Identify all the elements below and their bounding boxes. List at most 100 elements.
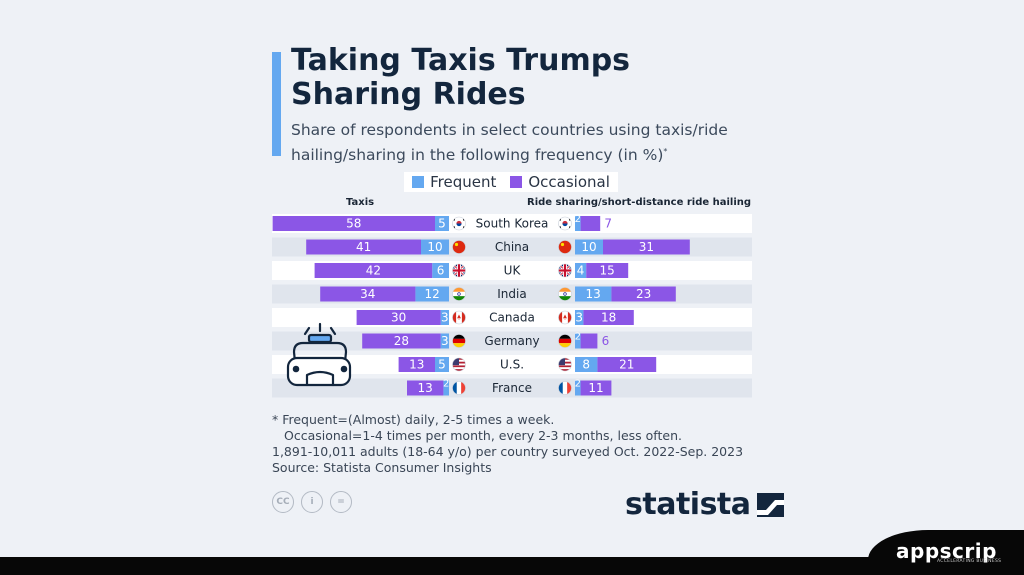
fr-flag-icon-right <box>558 381 572 395</box>
taxi-occasional-label-france: 13 <box>418 381 433 395</box>
ride-occasional-bar-china <box>603 239 690 255</box>
ride-occasional-label-south-korea: 7 <box>604 217 612 231</box>
taxi-frequent-label-india: 12 <box>425 287 440 301</box>
ride-frequent-label-india: 13 <box>586 287 601 301</box>
statista-logo-icon <box>756 492 784 517</box>
taxi-frequent-label-uk: 6 <box>437 264 445 278</box>
no-derivatives-icon[interactable]: = <box>330 491 352 513</box>
taxi-occasional-label-germany: 28 <box>394 334 409 348</box>
ride-occasional-label-u-s: 21 <box>619 358 634 372</box>
cn-flag-icon-left <box>452 240 466 254</box>
taxi-frequent-label-canada: 3 <box>441 311 449 325</box>
license-icons: CC i = <box>272 491 352 513</box>
ride-frequent-bar-germany <box>575 333 581 349</box>
footer-band <box>0 557 1024 575</box>
ride-occasional-bar-germany <box>580 333 598 349</box>
taxi-frequent-bar-u-s <box>435 357 449 372</box>
taxi-occasional-bar-canada <box>356 310 441 325</box>
subtitle-text: Share of respondents in select countries… <box>291 121 728 165</box>
us-flag-icon-right <box>558 357 572 372</box>
taxi-frequent-label-france: 2 <box>443 379 449 390</box>
ride-frequent-label-uk: 4 <box>577 264 585 278</box>
ride-occasional-bar-france <box>580 380 612 396</box>
note-occasional-definition: Occasional=1-4 times per month, every 2-… <box>284 428 682 443</box>
us-flag-icon-left <box>452 357 466 372</box>
creative-commons-icon[interactable]: CC <box>272 491 294 513</box>
taxi-frequent-bar-china <box>421 239 449 255</box>
legend-item-occasional: Occasional <box>510 173 610 191</box>
ride-frequent-bar-uk <box>575 263 587 278</box>
statista-logo[interactable]: statista <box>625 487 784 522</box>
taxi-frequent-label-china: 10 <box>427 240 442 254</box>
ride-occasional-bar-india <box>611 286 676 302</box>
legend-swatch-frequent <box>412 176 425 188</box>
category-label-china: China <box>495 240 529 254</box>
taxi-occasional-label-canada: 30 <box>391 311 406 325</box>
title-accent-bar <box>272 52 281 156</box>
cn-flag-icon-right <box>558 240 572 254</box>
taxi-frequent-label-germany: 3 <box>441 334 449 348</box>
ride-frequent-bar-canada <box>575 310 584 325</box>
taxi-occasional-bar-china <box>306 239 421 255</box>
taxi-frequent-bar-south-korea <box>435 216 449 231</box>
ride-frequent-label-canada: 3 <box>575 311 583 325</box>
taxi-frequent-bar-uk <box>432 263 449 278</box>
in-flag-icon-left <box>452 287 466 301</box>
taxi-occasional-bar-germany <box>362 333 441 349</box>
chart-notes: * Frequent=(Almost) daily, 2-5 times a w… <box>272 412 743 476</box>
attribution-icon[interactable]: i <box>301 491 323 513</box>
ride-frequent-label-south-korea: 2 <box>575 214 581 225</box>
legend-label-frequent: Frequent <box>430 173 497 191</box>
category-label-south-korea: South Korea <box>476 217 549 231</box>
taxi-occasional-bar-uk <box>314 263 433 278</box>
ride-frequent-bar-india <box>575 286 612 302</box>
ride-frequent-label-u-s: 8 <box>582 358 590 372</box>
note-source: Source: Statista Consumer Insights <box>272 460 492 475</box>
taxi-occasional-bar-south-korea <box>272 216 435 231</box>
legend-label-occasional: Occasional <box>528 173 610 191</box>
taxi-occasional-label-uk: 42 <box>366 264 381 278</box>
note-frequent-definition: * Frequent=(Almost) daily, 2-5 times a w… <box>272 412 555 427</box>
ride-occasional-bar-uk <box>586 263 629 278</box>
de-flag-icon-right <box>558 334 572 348</box>
fr-flag-icon-left <box>452 381 466 395</box>
appscrip-logo[interactable]: appscrip <box>896 539 997 563</box>
taxi-frequent-bar-canada <box>440 310 449 325</box>
chart-title: Taking Taxis Trumps Sharing Rides <box>291 43 631 112</box>
taxi-frequent-bar-france <box>443 380 449 396</box>
taxi-illustration <box>286 322 352 387</box>
ride-occasional-label-germany: 6 <box>602 334 610 348</box>
in-flag-icon-right <box>558 287 572 301</box>
ca-flag-icon-left <box>452 310 466 325</box>
de-flag-icon-left <box>452 334 466 348</box>
uk-flag-icon-right <box>558 263 572 278</box>
appscrip-tagline: ACCELERATING BUSINESS <box>937 559 1002 564</box>
taxi-frequent-bar-india <box>415 286 449 302</box>
taxi-occasional-bar-india <box>320 286 416 302</box>
kr-flag-icon-left <box>452 216 466 231</box>
taxi-frequent-bar-germany <box>440 333 449 349</box>
ride-occasional-label-china: 31 <box>639 240 654 254</box>
taxi-occasional-label-china: 41 <box>356 240 371 254</box>
category-label-germany: Germany <box>484 334 539 348</box>
taxi-frequent-label-south-korea: 5 <box>438 217 446 231</box>
ride-frequent-bar-china <box>575 239 603 255</box>
ride-occasional-bar-u-s <box>597 357 657 372</box>
ride-frequent-label-germany: 2 <box>575 332 581 343</box>
ride-frequent-label-france: 2 <box>575 379 581 390</box>
legend: Frequent Occasional <box>404 172 618 192</box>
ride-frequent-bar-south-korea <box>575 216 581 231</box>
legend-swatch-occasional <box>510 176 523 188</box>
taxis-panel-heading: Taxis <box>346 197 375 208</box>
ride-frequent-bar-u-s <box>575 357 598 372</box>
taxi-occasional-label-south-korea: 58 <box>346 217 361 231</box>
ride-occasional-label-france: 11 <box>588 381 603 395</box>
category-label-canada: Canada <box>489 311 535 325</box>
ride-occasional-bar-south-korea <box>580 216 601 231</box>
category-label-u-s: U.S. <box>500 358 524 372</box>
statista-wordmark: statista <box>625 487 751 522</box>
category-label-uk: UK <box>504 264 522 278</box>
row-band-france <box>272 378 752 398</box>
ca-flag-icon-right <box>558 310 572 325</box>
